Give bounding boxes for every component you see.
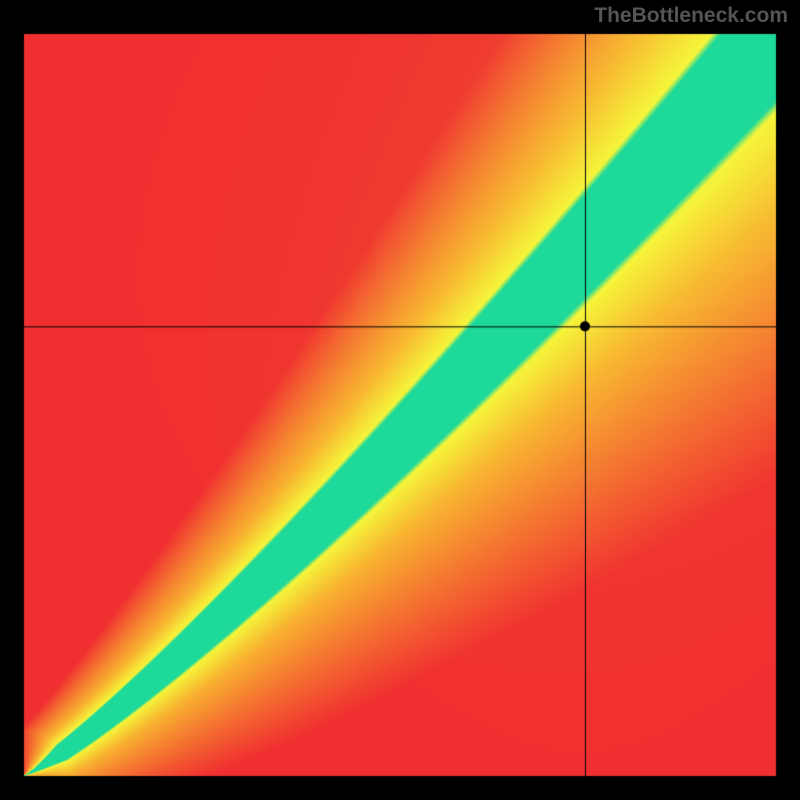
- heatmap-canvas: [0, 0, 800, 800]
- bottleneck-chart-container: TheBottleneck.com: [0, 0, 800, 800]
- watermark-text: TheBottleneck.com: [594, 4, 788, 28]
